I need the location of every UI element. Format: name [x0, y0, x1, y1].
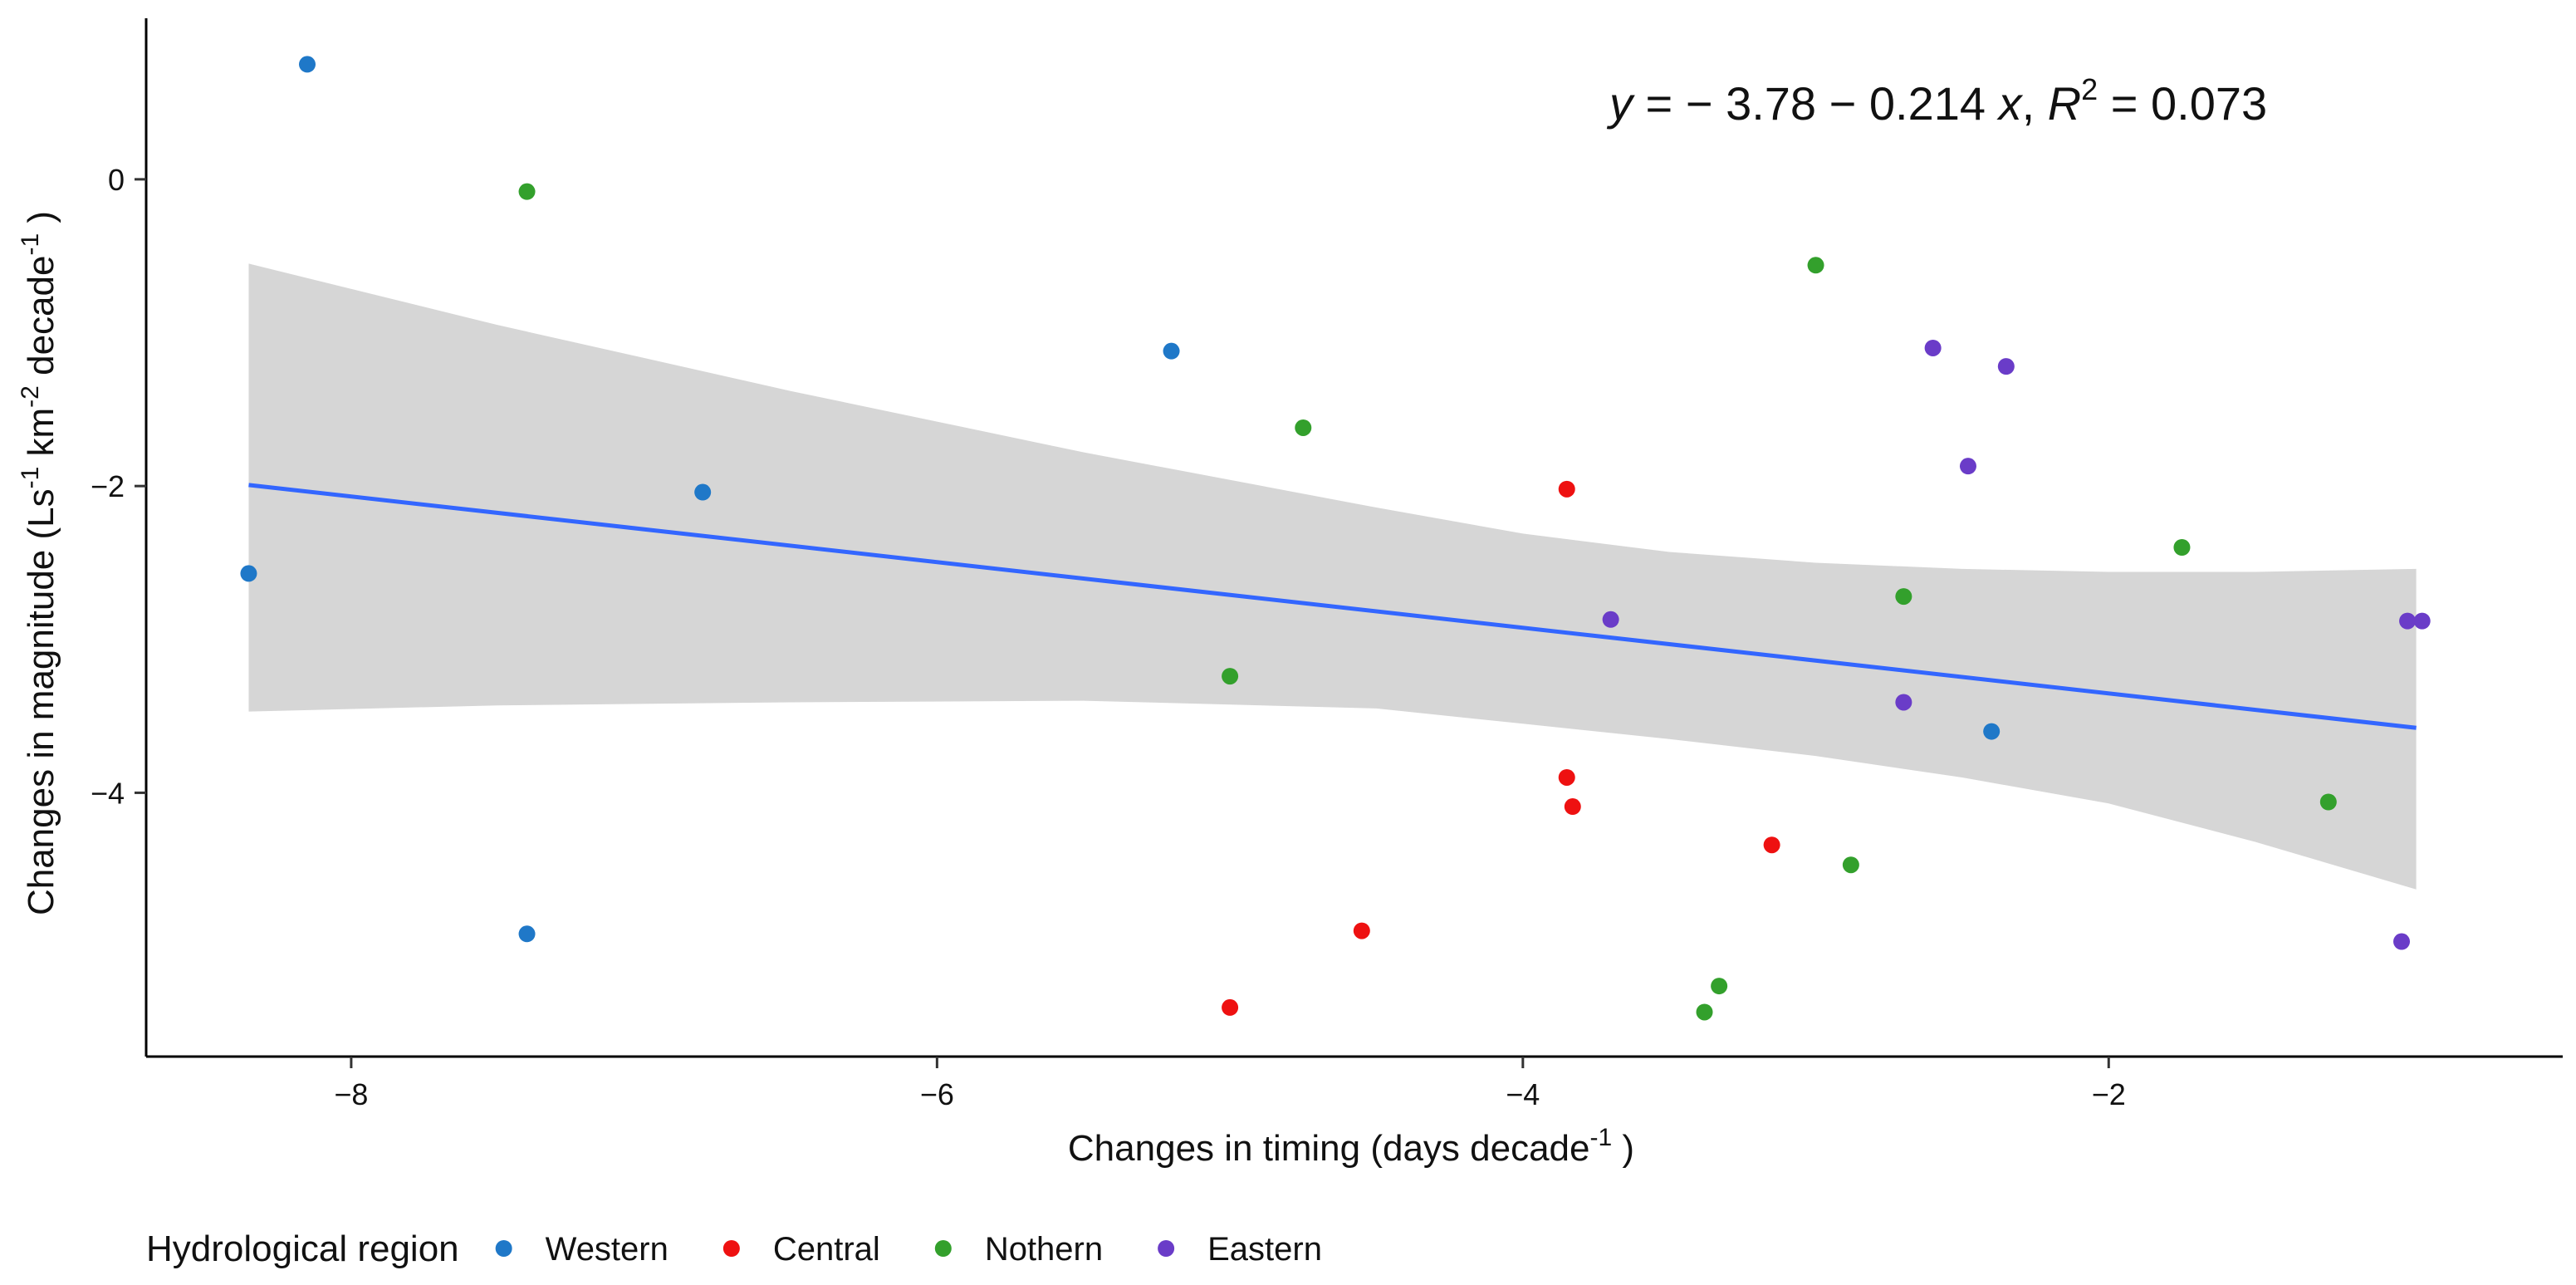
data-point	[1222, 998, 1239, 1016]
data-point	[1696, 1003, 1713, 1021]
legend-key-central	[722, 1240, 740, 1257]
equation-r: R	[2048, 77, 2081, 130]
data-point	[1222, 668, 1239, 685]
data-point	[1807, 257, 1824, 274]
regression-line	[248, 483, 2417, 730]
legend-label-nothern: Nothern	[985, 1231, 1103, 1268]
data-point	[1763, 836, 1780, 854]
regression-equation: y = − 3.78 − 0.214 x, R2 = 0.073	[1606, 72, 2267, 130]
x-tick-label: −4	[1506, 1077, 1540, 1111]
data-point	[1842, 856, 1859, 874]
data-point	[1711, 978, 1728, 995]
equation-y: y	[1606, 77, 1635, 130]
x-tick-label: −6	[920, 1077, 954, 1111]
equation-r-value: = 0.073	[2098, 77, 2267, 130]
legend-key-nothern	[934, 1240, 952, 1257]
data-point	[1295, 419, 1312, 436]
y-tick-label: −4	[91, 776, 125, 810]
x-axis-title-tail: )	[1612, 1128, 1634, 1169]
series-eastern	[1602, 339, 2431, 950]
y-axis-title-sup3: -1	[17, 233, 44, 256]
y-axis-title-sup1: -1	[17, 467, 44, 489]
legend-key-western	[495, 1240, 512, 1257]
x-tick-label: −8	[334, 1077, 368, 1111]
y-axis-title: Changes in magnitude (Ls-1 km-2 decade-1…	[17, 211, 61, 915]
x-axis-title-sup: -1	[1590, 1124, 1613, 1151]
data-point	[1163, 342, 1180, 360]
data-point	[1895, 588, 1912, 606]
data-point	[1558, 480, 1575, 498]
data-point	[1924, 339, 1942, 356]
data-point	[2319, 793, 2337, 811]
series-central	[1222, 480, 1780, 1016]
y-axis-title-mid1: km	[21, 408, 61, 467]
legend-label-central: Central	[773, 1231, 880, 1268]
legend-label-eastern: Eastern	[1207, 1231, 1322, 1268]
x-axis-title: Changes in timing (days decade-1 )	[1068, 1124, 1634, 1169]
x-tick-label: −2	[2092, 1077, 2126, 1111]
y-axis-title-sup2: -2	[17, 385, 44, 408]
y-axis-title-mid2: decade	[21, 256, 61, 386]
data-point	[1353, 922, 1370, 939]
data-point	[2413, 612, 2431, 630]
axes: −8 −6 −4 −2 0 −2 −4	[91, 18, 2563, 1111]
confidence-band	[248, 263, 2417, 890]
data-point	[2393, 933, 2410, 950]
data-point	[694, 483, 712, 501]
data-point	[240, 565, 257, 582]
y-axis-title-tail: )	[21, 211, 61, 233]
x-axis-title-main: Changes in timing (days decade	[1068, 1128, 1590, 1169]
series-nothern	[518, 183, 2337, 1021]
data-point	[299, 56, 316, 73]
legend-label-western: Western	[546, 1231, 668, 1268]
y-tick-label: 0	[108, 163, 125, 197]
data-point	[1997, 358, 2015, 375]
equation-x: x	[1996, 77, 2024, 130]
data-point	[1558, 768, 1575, 786]
equation-r-sup: 2	[2081, 72, 2098, 106]
equation-comma: ,	[2022, 77, 2048, 130]
data-point	[1959, 458, 1976, 475]
legend-title: Hydrological region	[146, 1229, 459, 1269]
legend-key-eastern	[1158, 1240, 1175, 1257]
data-point	[518, 925, 536, 943]
data-point	[1602, 611, 1619, 628]
equation-rhs: = − 3.78 − 0.214	[1633, 77, 1999, 130]
data-point	[1983, 723, 2001, 740]
data-point	[2173, 539, 2191, 557]
plot-area	[240, 56, 2431, 1021]
series-western	[240, 56, 2001, 943]
data-point	[1895, 694, 1912, 711]
y-axis-title-main: Changes in magnitude (Ls	[21, 488, 61, 915]
y-tick-label: −2	[91, 469, 125, 503]
data-point	[1564, 798, 1581, 816]
data-point	[518, 183, 536, 200]
data-point	[2399, 612, 2417, 630]
legend: Hydrological region Western Central Nother…	[146, 1229, 1322, 1269]
